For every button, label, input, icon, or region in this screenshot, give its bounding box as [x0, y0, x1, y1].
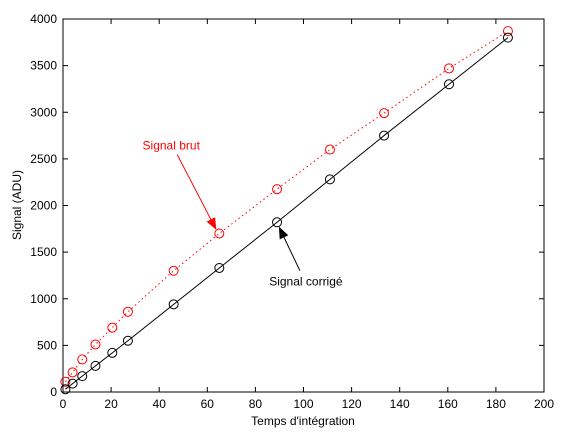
series-points	[60, 26, 513, 395]
y-tick-label: 4000	[30, 12, 57, 26]
data-point-corrige	[107, 347, 118, 358]
annotation-label-corrige: Signal corrigé	[269, 275, 343, 289]
data-point-brut	[107, 322, 118, 333]
x-tick-label: 100	[293, 397, 313, 411]
y-axis-label: Signal (ADU)	[10, 170, 24, 240]
data-point-corrige	[122, 335, 133, 346]
data-point-brut	[502, 26, 513, 37]
x-axis-label: Temps d'intégration	[251, 414, 355, 428]
data-point-brut	[90, 339, 101, 350]
y-tick-label: 2500	[30, 152, 57, 166]
y-tick-label: 500	[37, 338, 57, 352]
data-point-corrige	[379, 130, 390, 141]
x-tick-label: 200	[534, 397, 554, 411]
series-lines	[65, 30, 509, 390]
y-tick-label: 3000	[30, 105, 57, 119]
y-tick-labels: 0 500 1000 1500 2000 2500 3000 3500 4000	[30, 12, 57, 399]
series-line-brut	[65, 30, 509, 383]
x-tick-label: 80	[249, 397, 263, 411]
data-point-brut	[272, 184, 283, 195]
data-point-brut	[324, 144, 335, 155]
x-tick-label: 0	[60, 397, 67, 411]
data-point-corrige	[502, 32, 513, 43]
x-tick-label: 60	[201, 397, 215, 411]
data-point-brut	[60, 376, 71, 387]
y-tick-label: 1000	[30, 292, 57, 306]
y-tick-label: 3500	[30, 59, 57, 73]
annotations: Signal brut Signal corrigé	[143, 139, 343, 289]
y-tick-label: 0	[50, 385, 57, 399]
data-point-brut	[122, 306, 133, 317]
data-point-brut	[214, 228, 225, 239]
data-point-corrige	[90, 360, 101, 371]
series-line-corrige	[65, 37, 509, 390]
x-tick-label: 120	[342, 397, 362, 411]
data-point-corrige	[324, 174, 335, 185]
data-point-corrige	[60, 384, 71, 395]
x-tick-label: 40	[153, 397, 167, 411]
annotation-arrowhead-brut	[206, 217, 217, 231]
data-point-corrige	[77, 371, 88, 382]
data-point-brut	[168, 265, 179, 276]
annotation-arrowhead-corrige	[278, 226, 289, 240]
data-point-corrige	[444, 79, 455, 90]
data-point-corrige	[272, 217, 283, 228]
x-tick-label: 140	[390, 397, 410, 411]
y-tick-label: 1500	[30, 245, 57, 259]
data-point-corrige	[168, 299, 179, 310]
annotation-label-brut: Signal brut	[143, 139, 201, 153]
x-tick-label: 160	[438, 397, 458, 411]
x-tick-label: 180	[486, 397, 506, 411]
axis-ticks	[62, 18, 545, 393]
data-point-brut	[444, 63, 455, 74]
x-tick-labels: 0 20 40 60 80 100 120 140 160 180 200	[60, 397, 555, 411]
x-tick-label: 20	[104, 397, 118, 411]
data-point-brut	[379, 108, 390, 119]
data-point-brut	[67, 367, 78, 378]
annotation-arrow-brut	[176, 154, 217, 230]
data-point-brut	[77, 354, 88, 365]
y-tick-label: 2000	[30, 199, 57, 213]
data-point-corrige	[214, 262, 225, 273]
data-point-corrige	[67, 378, 78, 389]
plot-area	[62, 18, 545, 393]
